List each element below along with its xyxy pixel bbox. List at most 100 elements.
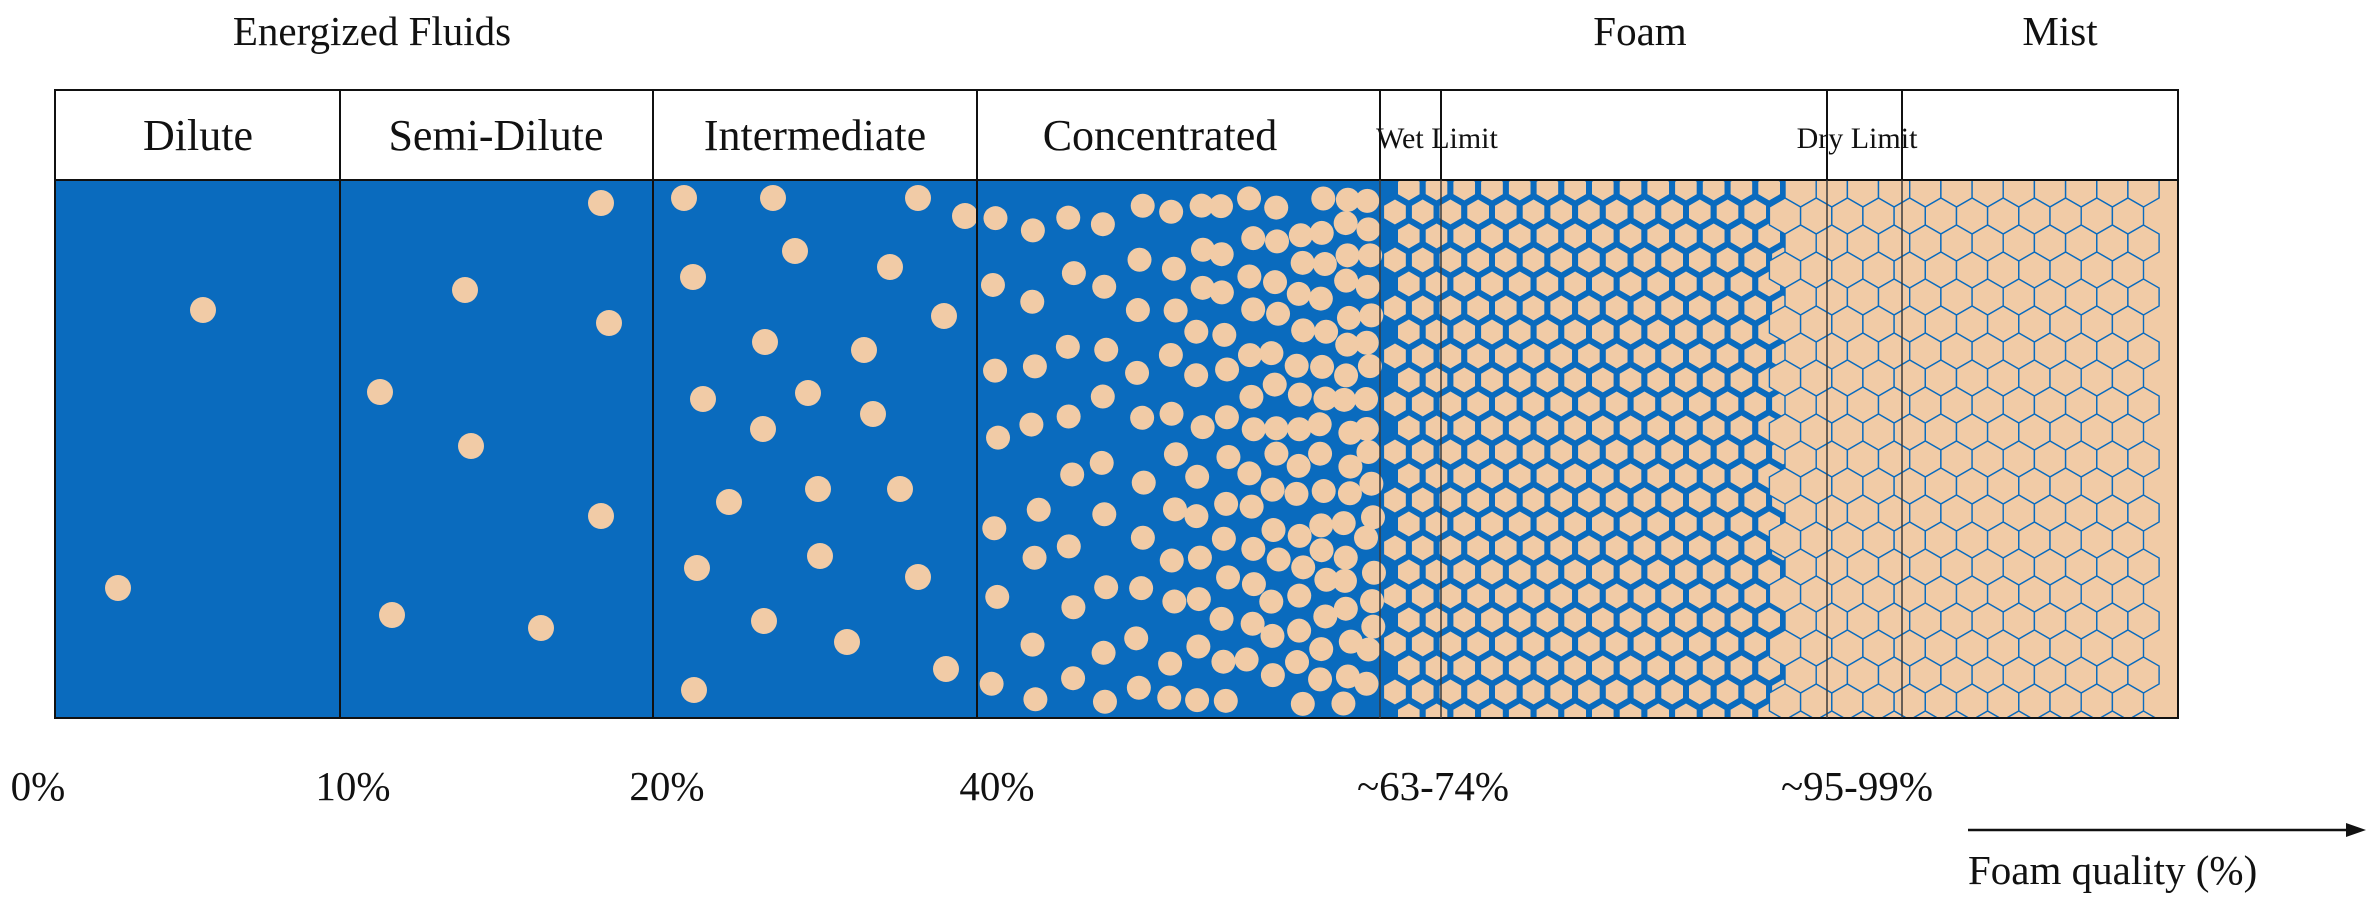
gas-bubble	[860, 401, 886, 427]
gas-bubble	[1190, 415, 1215, 440]
tick-dry-limit: ~95-99%	[1781, 763, 1933, 809]
gas-bubble	[1308, 441, 1333, 466]
gas-bubble	[1264, 441, 1289, 466]
gas-bubble	[851, 337, 877, 363]
gas-bubble	[1022, 354, 1047, 379]
gas-bubble	[684, 555, 710, 581]
gas-bubble	[1089, 450, 1114, 475]
gas-bubble	[986, 425, 1011, 450]
gas-bubble	[1309, 538, 1334, 563]
gas-bubble	[1157, 685, 1182, 710]
gas-bubble	[680, 264, 706, 290]
gas-bubble	[1158, 651, 1183, 676]
gas-bubble	[1260, 477, 1285, 502]
gas-bubble	[1260, 663, 1285, 688]
gas-bubble	[1186, 634, 1211, 659]
gas-bubble	[805, 476, 831, 502]
foam-cell	[1849, 710, 1877, 718]
gas-bubble	[782, 238, 808, 264]
gas-bubble	[1334, 268, 1359, 293]
tick-40: 40%	[959, 763, 1034, 809]
gas-bubble	[1213, 688, 1238, 713]
gas-bubble	[1020, 289, 1045, 314]
foam-cell	[1447, 696, 1482, 718]
gas-bubble	[1094, 337, 1119, 362]
gas-bubble	[1335, 332, 1360, 357]
gas-bubble	[931, 303, 957, 329]
gas-bubble	[1262, 372, 1287, 397]
gas-bubble	[671, 185, 697, 211]
gas-bubble	[1216, 444, 1241, 469]
gas-bubble	[1092, 274, 1117, 299]
foam-cell	[1558, 696, 1592, 718]
gas-bubble	[1335, 664, 1360, 689]
gas-bubble	[1334, 363, 1359, 388]
gas-bubble	[1266, 547, 1291, 572]
gas-bubble	[1161, 256, 1186, 281]
gas-bubble	[1216, 565, 1241, 590]
gas-bubble	[1360, 505, 1385, 530]
gas-bubble	[1237, 461, 1262, 486]
gas-bubble	[1354, 525, 1379, 550]
gas-bubble	[1331, 691, 1356, 716]
foam-cell	[1392, 696, 1426, 718]
gas-bubble	[1184, 363, 1209, 388]
gas-bubble	[982, 516, 1007, 541]
gas-bubble	[1338, 454, 1363, 479]
gas-bubble	[1308, 667, 1333, 692]
gas-bubble	[588, 190, 614, 216]
foam-cell	[1419, 696, 1454, 718]
foam-cell	[2067, 710, 2095, 718]
foam-cell	[1880, 710, 1908, 718]
gas-bubble	[1212, 322, 1237, 347]
gas-bubble	[1313, 604, 1338, 629]
gas-bubble	[1263, 270, 1288, 295]
gas-bubble	[983, 206, 1008, 231]
gas-bubble	[1265, 229, 1290, 254]
gas-bubble	[751, 608, 777, 634]
foam-cell	[1502, 696, 1537, 718]
gas-bubble	[1309, 513, 1334, 538]
gas-bubble	[1125, 298, 1150, 323]
gas-bubble	[1361, 614, 1386, 639]
gas-bubble	[1286, 281, 1311, 306]
gas-bubble	[985, 584, 1010, 609]
gas-bubble	[1241, 536, 1266, 561]
gas-bubble	[1131, 470, 1156, 495]
foam-cell	[2005, 710, 2033, 718]
gas-bubble	[1332, 568, 1357, 593]
dry-limit-label: Dry Limit	[1797, 122, 1918, 155]
gas-bubble	[1266, 301, 1291, 326]
foam-cell	[1787, 710, 1815, 718]
gas-bubble	[979, 671, 1004, 696]
gas-bubble	[1130, 193, 1155, 218]
gas-bubble	[690, 386, 716, 412]
gas-bubble	[1092, 689, 1117, 714]
gas-bubble	[1056, 404, 1081, 429]
gas-bubble	[1356, 637, 1381, 662]
gas-bubble	[1313, 386, 1338, 411]
gas-bubble	[1215, 357, 1240, 382]
gas-bubble	[1187, 545, 1212, 570]
gas-bubble	[1239, 494, 1264, 519]
gas-bubble	[1184, 319, 1209, 344]
gas-bubble	[1331, 511, 1356, 536]
gas-bubble	[983, 358, 1008, 383]
gas-bubble	[1214, 405, 1239, 430]
tick-20: 20%	[629, 763, 704, 809]
gas-bubble	[1291, 318, 1316, 343]
foam-quality-arrow	[1968, 823, 2366, 837]
gas-bubble	[1287, 618, 1312, 643]
gas-bubble	[452, 277, 478, 303]
gas-bubble	[905, 564, 931, 590]
gas-bubble	[379, 602, 405, 628]
gas-bubble	[716, 489, 742, 515]
gas-bubble	[1354, 387, 1379, 412]
gas-bubble	[1308, 286, 1333, 311]
gas-bubble	[190, 297, 216, 323]
gas-bubble	[1130, 525, 1155, 550]
foam-cell	[2098, 710, 2126, 718]
gas-bubble	[752, 329, 778, 355]
gas-bubble	[980, 272, 1005, 297]
